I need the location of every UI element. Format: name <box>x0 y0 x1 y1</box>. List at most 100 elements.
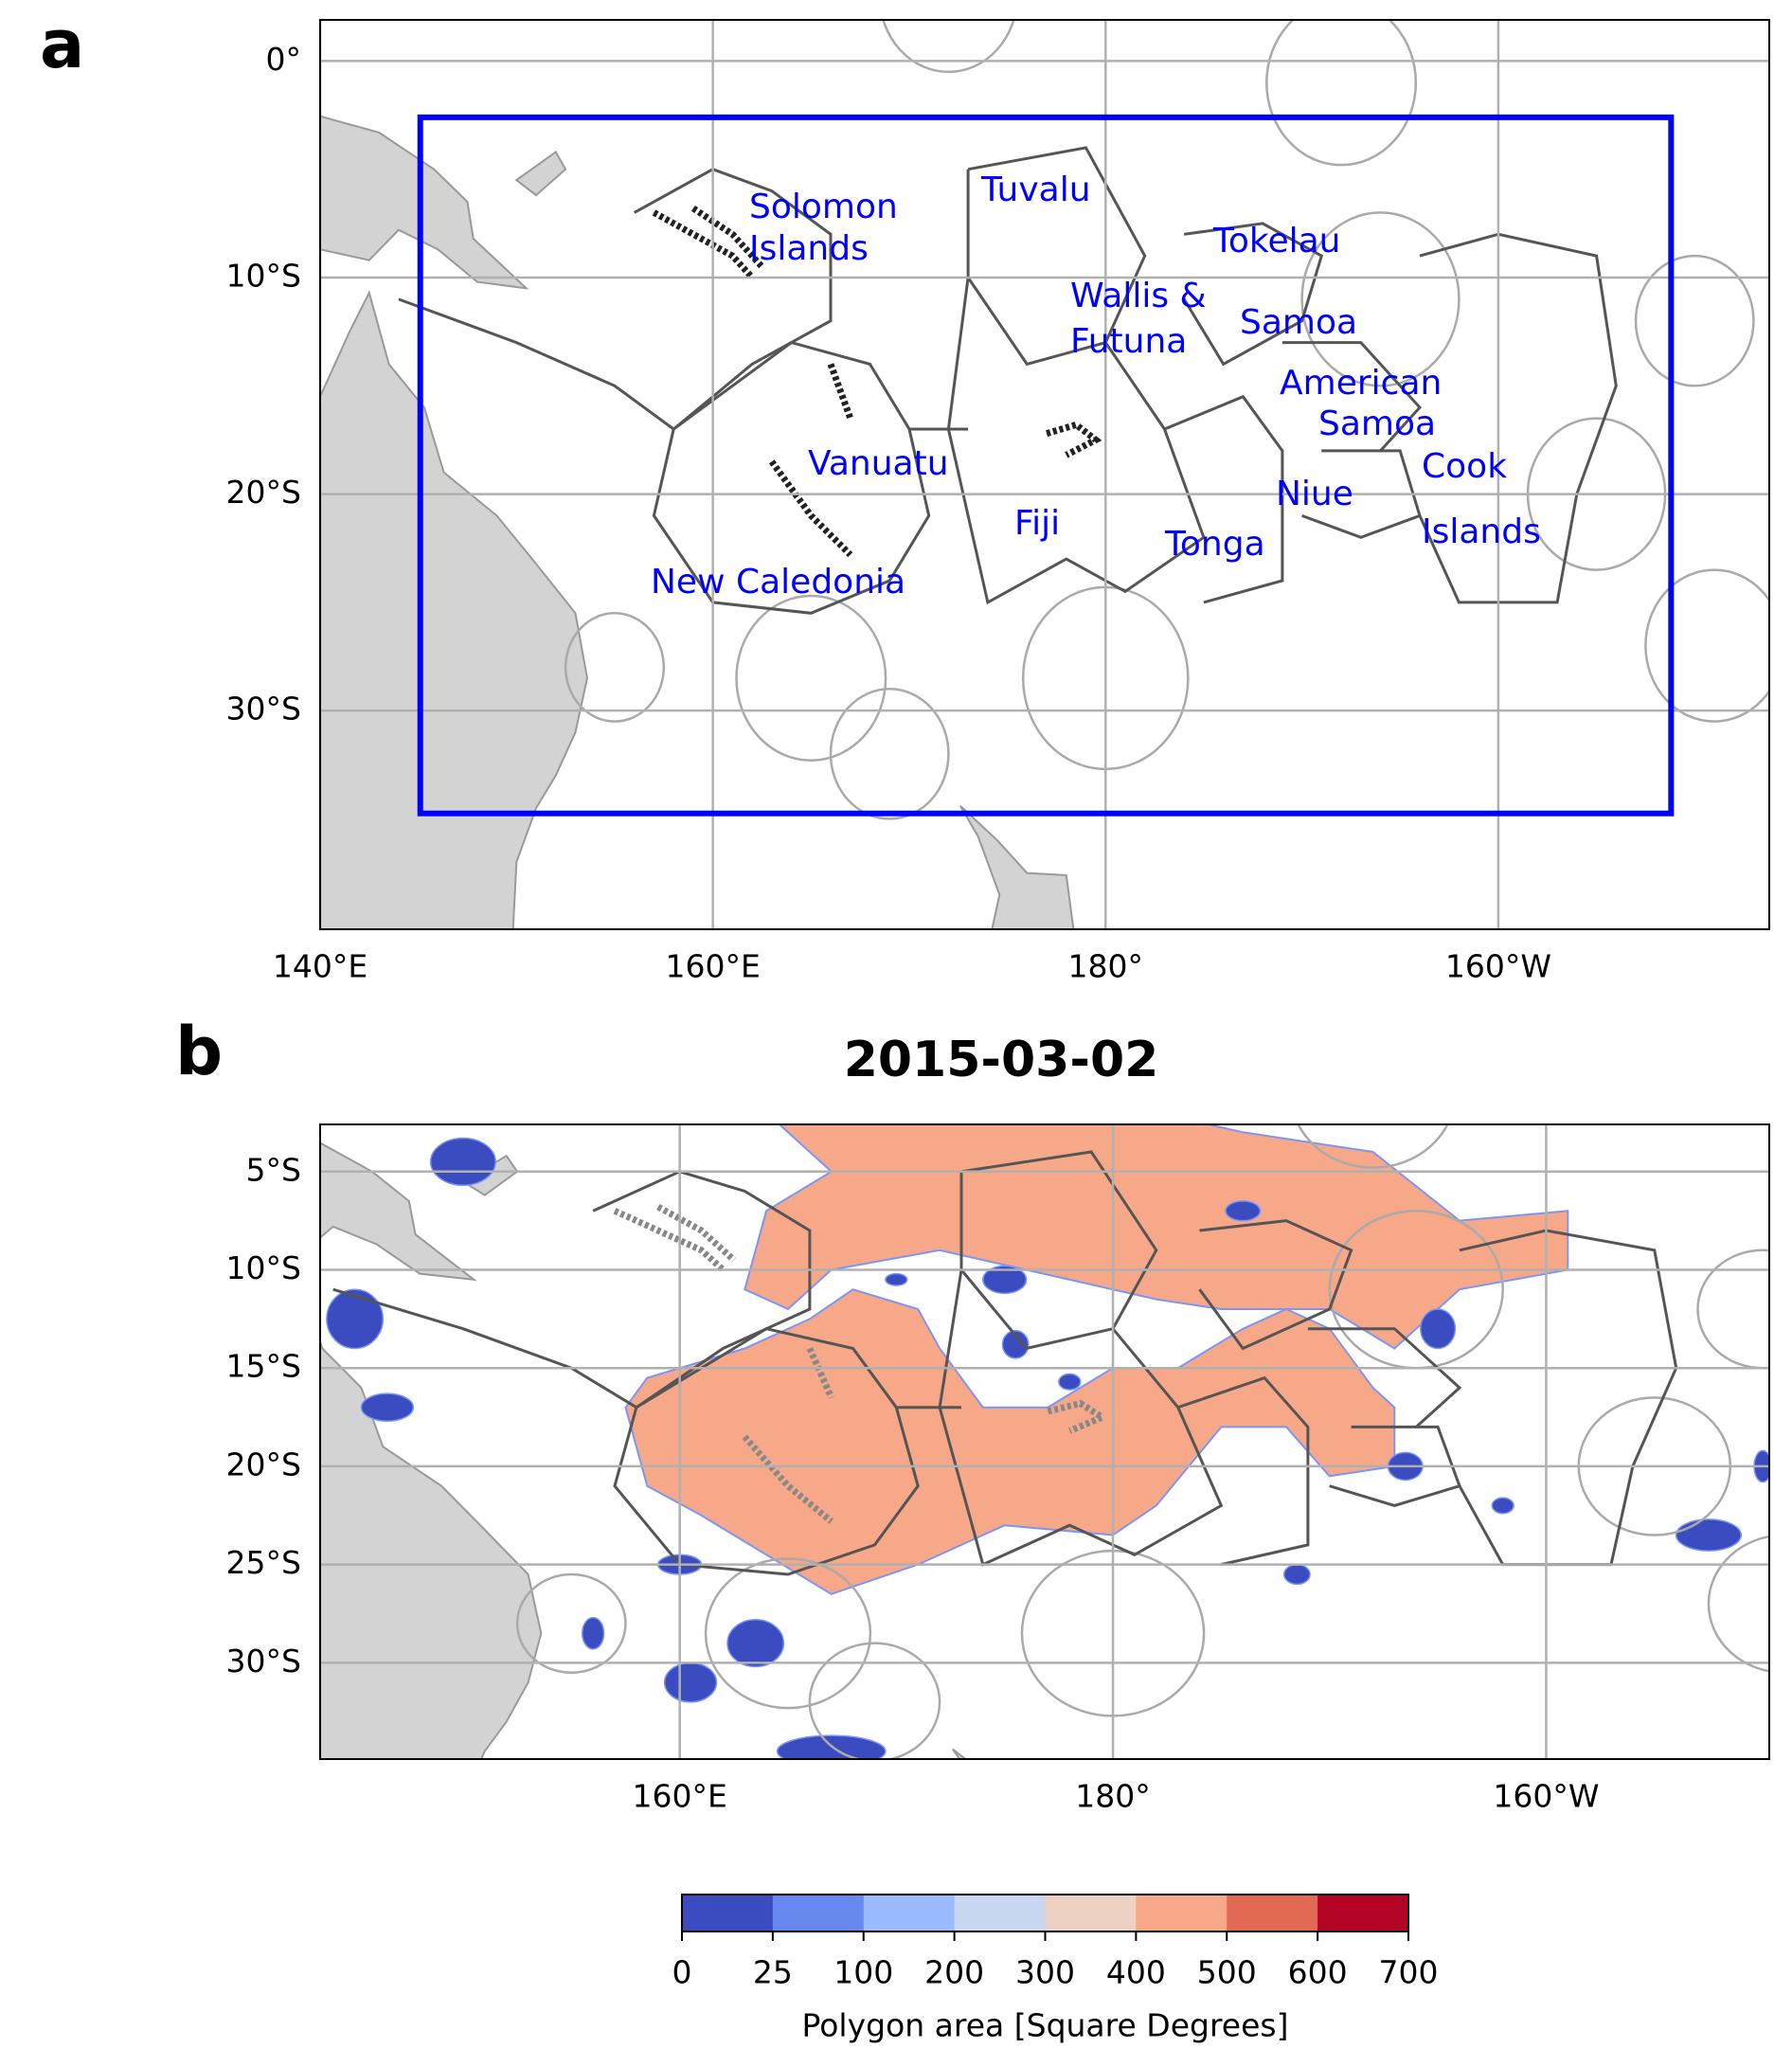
country-label: Futuna <box>1070 322 1187 361</box>
polygon-area <box>663 1662 718 1703</box>
axes-frame <box>319 1123 1770 1760</box>
colorbar-tick-label: 25 <box>753 1954 793 1991</box>
polygon-area <box>1491 1497 1514 1515</box>
country-label: Tuvalu <box>980 171 1091 209</box>
land <box>320 1338 543 1759</box>
islands <box>1046 421 1102 458</box>
polygon-area <box>581 1616 605 1650</box>
land <box>320 1141 477 1282</box>
map-b <box>320 1124 1769 1759</box>
eez-boundary <box>1418 232 1618 604</box>
eez-boundary <box>1265 20 1418 167</box>
eez-boundary <box>808 1642 941 1759</box>
y-tick-label: 25°S <box>226 1544 301 1581</box>
polygon-area <box>1058 1373 1082 1391</box>
colorbar-tick-label: 700 <box>1379 1954 1439 1991</box>
panel-title: 2015-03-02 <box>844 1032 1159 1088</box>
islands <box>690 205 765 269</box>
colorbar-tick-label: 100 <box>833 1954 893 1991</box>
eez-boundary <box>1163 394 1284 604</box>
country-label: Solomon <box>749 188 898 226</box>
colorbar-tick-label: 0 <box>672 1954 692 1991</box>
colorbar-segment <box>1136 1895 1228 1931</box>
y-tick-label: 15°S <box>226 1348 301 1385</box>
eez-boundary <box>1198 1219 1353 1351</box>
land <box>959 804 1075 929</box>
colorbar-segment <box>772 1895 865 1931</box>
polygon-area <box>360 1392 415 1422</box>
land <box>514 150 567 197</box>
eez-boundary <box>1634 254 1755 387</box>
eez-boundary <box>829 688 950 820</box>
country-label: New Caledonia <box>651 563 905 602</box>
colorbar-tick-label: 600 <box>1288 1954 1348 1991</box>
country-label: Samoa <box>1240 303 1357 342</box>
panel-label: a <box>40 6 84 83</box>
polygon-area <box>429 1137 496 1187</box>
eez-boundary <box>1300 211 1460 387</box>
eez-boundary <box>613 1327 920 1576</box>
country-label: Vanuatu <box>808 444 949 483</box>
eez-boundary <box>1644 568 1769 723</box>
polygon-area <box>1282 1563 1311 1586</box>
polygon-area <box>1225 1200 1262 1222</box>
study-region <box>417 114 1675 817</box>
colorbar-segment <box>1227 1895 1318 1931</box>
eez-boundary <box>1281 341 1423 452</box>
x-tick-label: 140°E <box>273 948 367 985</box>
islands <box>768 459 853 558</box>
x-tick-label: 160°W <box>1493 1778 1599 1815</box>
panel-label: b <box>175 1013 223 1090</box>
country-label: Islands <box>1422 512 1541 551</box>
eez-boundary <box>882 20 1015 74</box>
country-label: Fiji <box>1014 504 1060 543</box>
polygon-area <box>726 1618 785 1668</box>
eez-boundary <box>332 1287 637 1409</box>
polygon-area <box>1420 1308 1457 1350</box>
polygon-area <box>744 1124 1569 1350</box>
country-label: American <box>1280 364 1442 403</box>
islands <box>806 1347 834 1399</box>
map-a <box>320 20 1769 929</box>
eez-boundary <box>398 297 675 431</box>
islands <box>1047 1399 1110 1434</box>
eez-boundary <box>1182 222 1324 367</box>
axes-frame <box>319 19 1770 930</box>
x-tick-label: 160°W <box>1445 948 1551 985</box>
islands <box>656 1204 737 1263</box>
eez-boundary <box>946 277 1206 605</box>
colorbar-tick-label: 400 <box>1106 1954 1166 1991</box>
colorbar-segment <box>1045 1895 1137 1931</box>
country-label: Samoa <box>1318 404 1436 443</box>
polygon-area <box>624 1288 1396 1595</box>
islands <box>827 363 854 420</box>
land <box>320 115 529 290</box>
islands <box>742 1434 833 1524</box>
x-tick-label: 180° <box>1068 948 1144 985</box>
y-tick-label: 20°S <box>226 1446 301 1482</box>
annotations: 140°E 160°E 180° 160°W 0° 10°S 20°S 30°S 160°E 18… <box>226 41 1600 2044</box>
y-tick-label: 10°S <box>226 1249 301 1286</box>
y-tick-label: 30°S <box>226 691 301 728</box>
x-tick-label: 180° <box>1075 1778 1151 1815</box>
colorbar-tick-label: 300 <box>1015 1954 1075 1991</box>
y-tick-label: 20°S <box>226 474 301 511</box>
country-label: Tonga <box>1164 525 1265 564</box>
eez-boundary <box>1177 1375 1310 1567</box>
y-tick-label: 0° <box>266 41 302 78</box>
polygon-area <box>326 1288 385 1350</box>
y-tick-label: 10°S <box>226 258 301 295</box>
country-label: Cook <box>1422 447 1507 486</box>
land <box>320 290 589 929</box>
colorbar-tick-label: 200 <box>924 1954 984 1991</box>
eez-boundary <box>704 1557 872 1710</box>
polygon-area <box>885 1272 908 1286</box>
country-label: Niue <box>1276 475 1353 513</box>
eez-boundary <box>735 594 887 762</box>
polygon-area <box>1675 1518 1743 1552</box>
country-label: Islands <box>749 229 869 268</box>
y-tick-label: 5°S <box>246 1151 301 1188</box>
colorbar-tick-label: 500 <box>1197 1954 1257 1991</box>
eez-boundary <box>1297 1124 1449 1169</box>
colorbar-segment <box>682 1895 774 1931</box>
